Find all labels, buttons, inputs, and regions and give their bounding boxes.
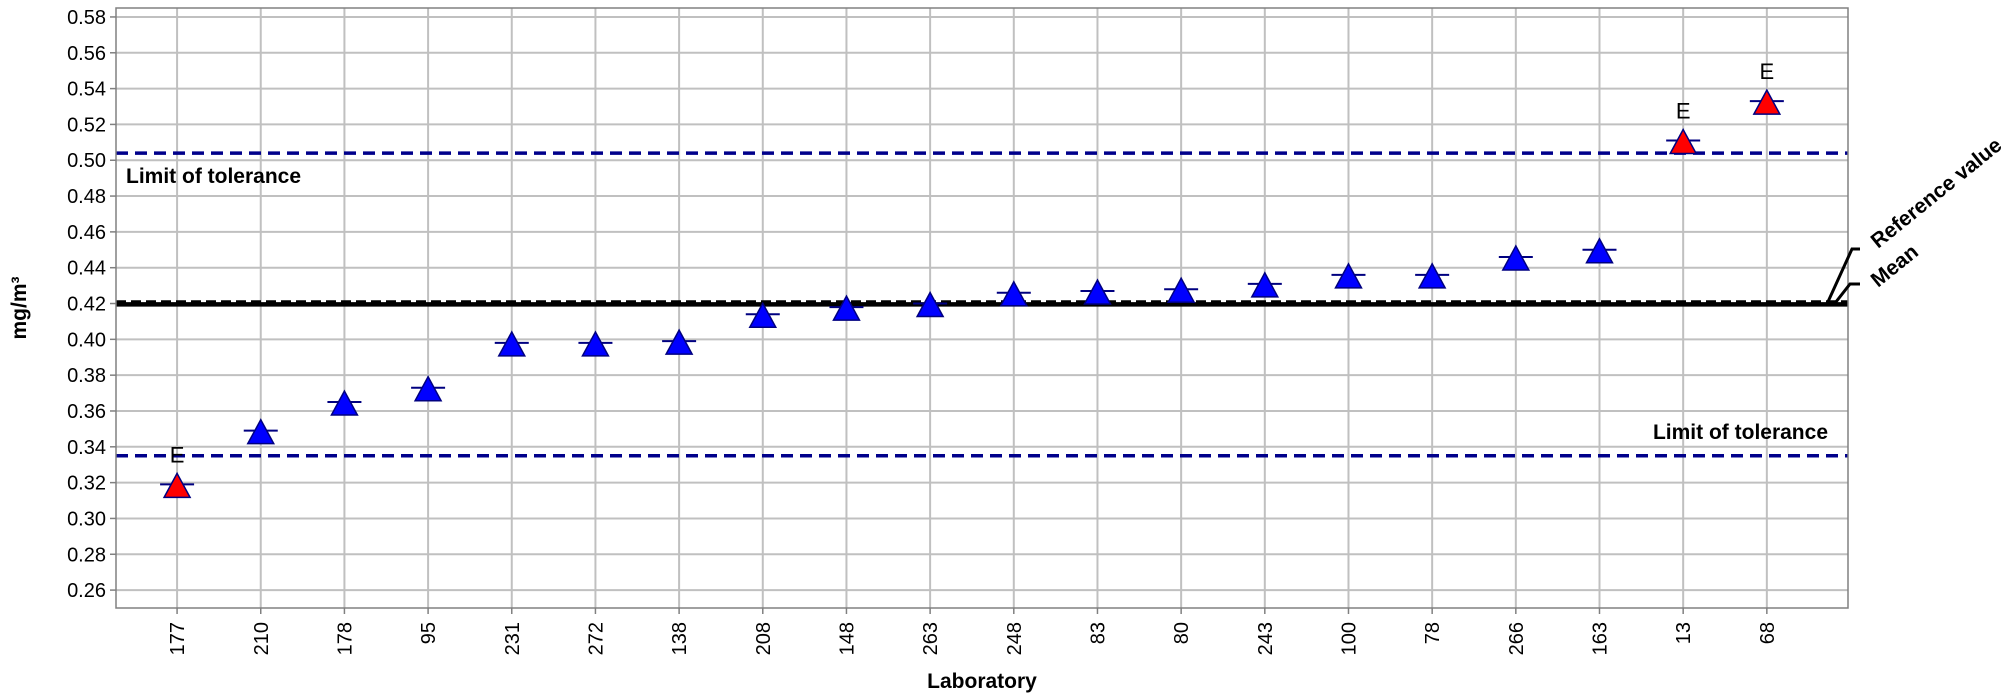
data-point [581, 330, 610, 357]
data-point [1417, 262, 1447, 289]
x-axis-title: Laboratory [927, 670, 1037, 693]
y-tick-label: 0.54 [67, 79, 106, 101]
lower-limit-label: Limit of tolerance [1653, 421, 1828, 444]
data-point [246, 418, 276, 445]
y-tick-label: 0.26 [67, 580, 106, 602]
reference-value-leader-line [1826, 247, 1860, 303]
y-tick-label: 0.34 [67, 437, 106, 459]
x-tick-label: 78 [1422, 622, 1444, 644]
x-tick-label: 148 [836, 622, 858, 655]
outlier-data-point [1752, 88, 1782, 115]
y-tick-label: 0.38 [67, 365, 106, 387]
x-tick-label: 243 [1255, 622, 1277, 655]
x-tick-label: 68 [1757, 622, 1779, 644]
x-tick-label: 178 [334, 622, 356, 655]
y-tick-label: 0.48 [67, 186, 106, 208]
data-point [748, 301, 778, 329]
x-tick-label: 13 [1673, 622, 1695, 644]
data-point [832, 294, 861, 321]
data-point [664, 328, 694, 355]
mean-leader-line [1832, 282, 1860, 306]
y-tick-label: 0.42 [67, 294, 106, 316]
outlier-flag-label: E [170, 442, 185, 467]
outlier-data-point [1668, 127, 1698, 155]
x-tick-label: 231 [502, 622, 524, 655]
data-point [1166, 276, 1196, 303]
x-tick-label: 83 [1087, 622, 1109, 644]
y-tick-label: 0.30 [67, 508, 106, 530]
reference-lines [116, 151, 1848, 458]
x-tick-label: 95 [418, 622, 440, 644]
x-tick-label: 210 [251, 622, 273, 655]
y-tick-label: 0.44 [67, 258, 106, 280]
data-points: E E E [160, 59, 1784, 499]
y-tick-label: 0.56 [67, 43, 106, 65]
x-tick-label: 248 [1004, 622, 1026, 655]
data-point [999, 280, 1029, 307]
data-point [1083, 278, 1112, 305]
data-point [1334, 262, 1363, 289]
x-tick-label: 263 [920, 622, 942, 655]
data-point [413, 375, 443, 402]
x-tick-label: 138 [669, 622, 691, 655]
y-tick-label: 0.46 [67, 222, 106, 244]
x-axis: 177 210 178 95 231 272 138 208 148 263 248 83 80 243 1… [167, 608, 1779, 655]
y-tick-label: 0.50 [67, 150, 106, 172]
y-tick-label: 0.58 [67, 7, 106, 29]
data-point [915, 290, 945, 318]
outlier-data-point [162, 471, 192, 499]
data-point [330, 389, 359, 416]
y-axis-title: mg/m³ [8, 276, 31, 339]
x-tick-label: 177 [167, 622, 189, 655]
x-tick-label: 100 [1338, 622, 1360, 655]
x-tick-label: 163 [1589, 622, 1611, 655]
y-axis: 0.26 0.28 0.30 0.32 0.34 0.36 0.38 0.40 0.42 0.44… [67, 7, 116, 602]
plot-frame [115, 7, 1849, 609]
x-tick-label: 80 [1171, 622, 1193, 644]
x-tick-label: 272 [585, 622, 607, 655]
x-tick-label: 208 [753, 622, 775, 655]
outlier-flag-label: E [1676, 99, 1691, 124]
data-point [1250, 271, 1280, 298]
upper-limit-label: Limit of tolerance [126, 165, 301, 188]
y-tick-label: 0.52 [67, 114, 106, 136]
outlier-flag-label: E [1759, 59, 1774, 84]
y-tick-label: 0.36 [67, 401, 106, 423]
data-point [1585, 237, 1614, 264]
y-tick-label: 0.40 [67, 329, 106, 351]
x-tick-label: 266 [1506, 622, 1528, 655]
y-tick-label: 0.28 [67, 544, 106, 566]
data-point [1501, 244, 1531, 271]
data-point [497, 330, 527, 357]
y-tick-label: 0.32 [67, 473, 106, 495]
